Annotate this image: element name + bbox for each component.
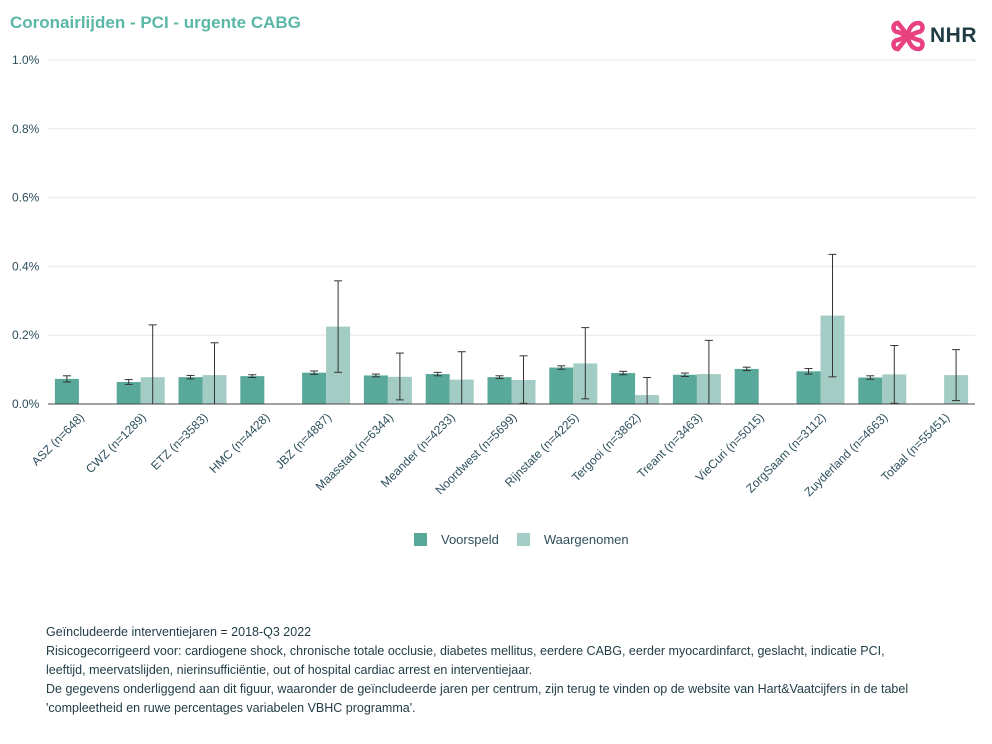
footnotes: Geïncludeerde interventiejaren = 2018-Q3… (46, 623, 966, 718)
bar-voorspeld (549, 367, 574, 404)
x-tick-label: HMC (n=4428) (207, 410, 273, 476)
bar-voorspeld (54, 378, 79, 404)
legend-swatch-voorspeld (414, 533, 427, 546)
footnote-line-2: Risicogecorrigeerd voor: cardiogene shoc… (46, 644, 885, 658)
legend-item-waargenomen[interactable]: Waargenomen (516, 532, 629, 547)
bar-voorspeld (302, 372, 327, 404)
x-tick-label: ETZ (n=3583) (148, 410, 210, 472)
nhr-logo-mark-icon (891, 20, 925, 52)
y-tick-label: 0.8% (12, 122, 40, 136)
footnote-line-5: 'compleetheid en ruwe percentages variab… (46, 701, 416, 715)
bar-voorspeld (116, 381, 141, 404)
legend: Voorspeld Waargenomen (414, 532, 647, 547)
x-tick-label: ASZ (n=648) (29, 410, 87, 468)
x-tick-label: Treant (n=3463) (634, 410, 705, 481)
chart-title: Coronairlijden - PCI - urgente CABG (10, 13, 301, 32)
bar-voorspeld (363, 375, 388, 404)
bar-voorspeld (858, 377, 883, 404)
x-tick-label: JBZ (n=4887) (273, 410, 335, 472)
legend-label-voorspeld: Voorspeld (441, 532, 499, 547)
x-tick-label: Totaal (n=55451) (878, 410, 952, 484)
y-tick-label: 0.2% (12, 328, 40, 342)
bar-chart: 0.0% 0.2% 0.4% 0.6% 0.8% 1.0% ASZ (n=648)CWZ (… (12, 53, 975, 499)
bar-voorspeld (734, 368, 759, 404)
y-tick-label: 0.6% (12, 191, 40, 205)
x-tick-label: CWZ (n=1289) (83, 410, 149, 476)
bar-voorspeld (672, 374, 697, 404)
legend-swatch-waargenomen (516, 533, 530, 546)
footnote-line-4: De gegevens onderliggend aan dit figuur,… (46, 682, 909, 696)
y-tick-label: 0.4% (12, 259, 40, 273)
legend-item-voorspeld[interactable]: Voorspeld (414, 532, 499, 547)
bar-voorspeld (240, 376, 265, 404)
legend-label-waargenomen: Waargenomen (543, 532, 629, 547)
bar-voorspeld (796, 371, 821, 404)
y-tick-label: 0.0% (12, 397, 40, 411)
bar-voorspeld (487, 377, 512, 404)
footnote-line-1: Geïncludeerde interventiejaren = 2018-Q3… (46, 625, 312, 639)
bar-voorspeld (178, 377, 203, 404)
bar-voorspeld (611, 373, 636, 404)
nhr-logo: NHR (890, 16, 990, 56)
y-tick-label: 1.0% (12, 53, 40, 67)
bar-voorspeld (425, 374, 450, 404)
footnote-line-3: leeftijd, meervatslijden, nierinsufficië… (46, 663, 533, 677)
nhr-logo-text: NHR (930, 24, 977, 47)
